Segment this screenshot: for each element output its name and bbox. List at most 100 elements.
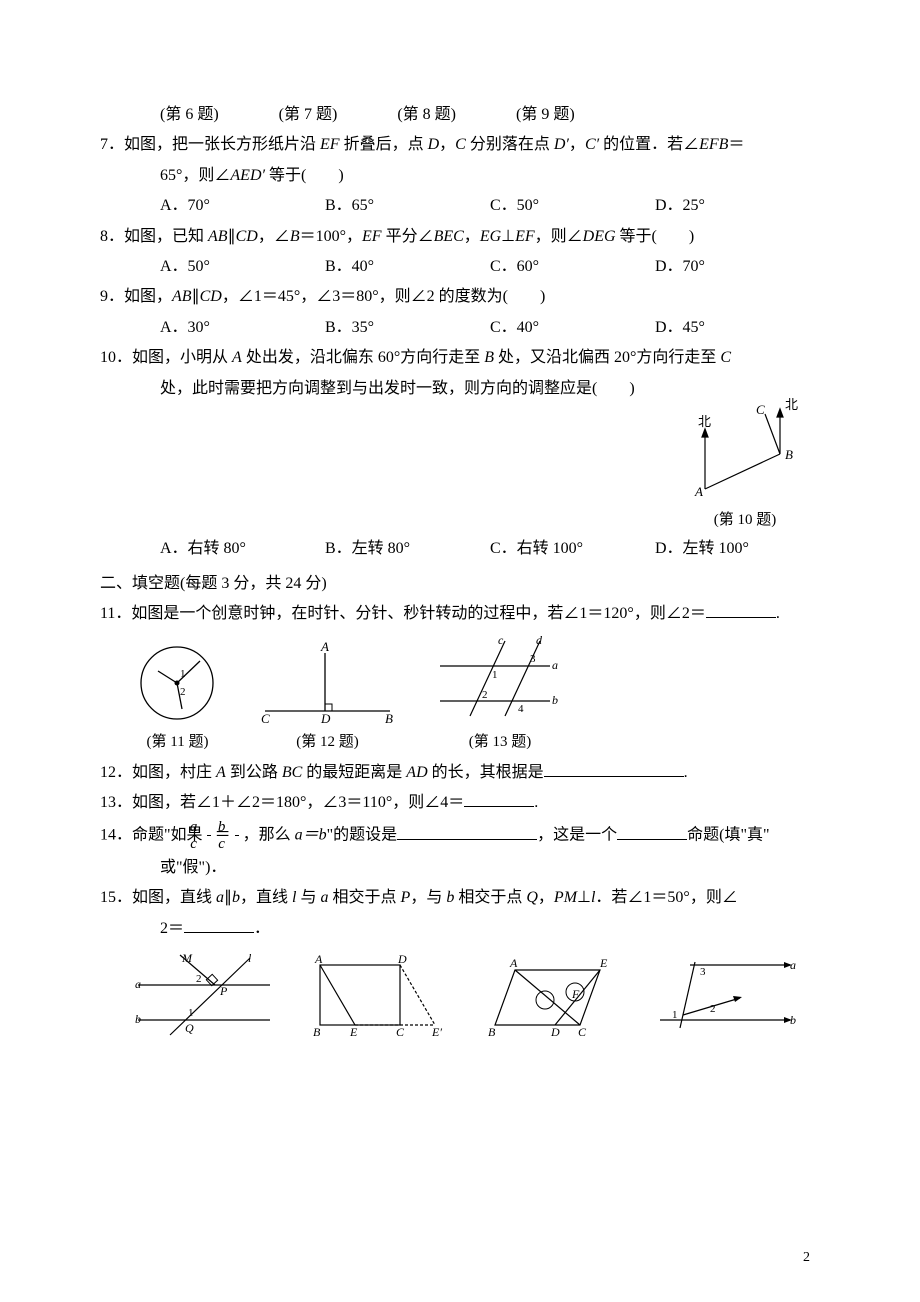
fig13-caption: (第 13 题)	[430, 728, 570, 757]
q9-number: 9．	[100, 288, 124, 305]
q10-choice-d: D．左转 100°	[655, 534, 820, 564]
q12-blank	[544, 760, 684, 777]
figure-15-3: A E F B D C	[470, 950, 630, 1040]
svg-text:E′: E′	[431, 1025, 442, 1039]
fig10-B: B	[785, 447, 793, 462]
question-13: 13．如图，若∠1＋∠2＝180°，∠3＝110°，则∠4＝.	[100, 788, 820, 818]
q14-frac2: bc	[235, 819, 239, 853]
q8-choice-a: A．50°	[160, 252, 325, 282]
section-2-heading: 二、填空题(每题 3 分，共 24 分)	[100, 569, 820, 599]
q14-frac1: ac	[207, 819, 211, 853]
q14-line2: 或"假")．	[100, 853, 820, 883]
fig10-A: A	[694, 484, 703, 499]
svg-text:A: A	[509, 956, 518, 970]
svg-text:a: a	[135, 977, 141, 991]
question-10: 10．如图，小明从 A 处出发，沿北偏东 60°方向行走至 B 处，又沿北偏西 …	[100, 343, 820, 373]
q13-number: 13．	[100, 794, 132, 811]
q8-choices: A．50° B．40° C．60° D．70°	[100, 252, 820, 282]
svg-text:B: B	[385, 711, 393, 726]
figure-15-4: a b 3 1 2	[650, 950, 800, 1040]
q14-blank2	[617, 823, 687, 840]
q8-choice-b: B．40°	[325, 252, 490, 282]
caption-6: (第 6 题)	[160, 100, 219, 130]
q15-line2: 2＝．	[100, 914, 820, 944]
q7-choices: A．70° B．65° C．50° D．25°	[100, 191, 820, 221]
figure-12: A C D B (第 12 题)	[255, 641, 400, 757]
svg-text:C: C	[396, 1025, 405, 1039]
fig10-C: C	[756, 402, 765, 417]
figure-captions-6-9: (第 6 题) (第 7 题) (第 8 题) (第 9 题)	[100, 100, 820, 130]
q15-blank	[184, 916, 254, 933]
figure-15-2: A D B E C E′	[300, 950, 450, 1040]
q7-number: 7．	[100, 136, 124, 153]
question-8: 8．如图，已知 AB∥CD，∠B＝100°，EF 平分∠BEC，EG⊥EF，则∠…	[100, 222, 820, 252]
figures-11-13: 1 2 (第 11 题) A C D B (第 12 题)	[100, 636, 820, 757]
q12-number: 12．	[100, 764, 132, 781]
figure-11: 1 2 (第 11 题)	[130, 641, 225, 757]
q7-choice-d: D．25°	[655, 191, 820, 221]
svg-text:1: 1	[492, 669, 498, 681]
q14-blank1	[397, 823, 537, 840]
q9-choice-c: C．40°	[490, 313, 655, 343]
svg-text:2: 2	[482, 689, 488, 701]
q13-blank	[464, 790, 534, 807]
fig12-caption: (第 12 题)	[255, 728, 400, 757]
svg-text:E: E	[599, 956, 608, 970]
q10-number: 10．	[100, 349, 132, 366]
q11-blank	[706, 601, 776, 618]
svg-text:2: 2	[196, 973, 202, 985]
fig10-north2: 北	[785, 397, 798, 412]
svg-text:Q: Q	[185, 1021, 194, 1035]
question-14: 14．命题"如果 ac ＝ bc ，那么 a＝b"的题设是，这是一个命题(填"真…	[100, 819, 820, 853]
svg-text:D: D	[320, 711, 331, 726]
figures-15-row: a b M l P Q 1 2 A D B E C E′	[100, 950, 820, 1040]
figure-10: 北 北 A B C (第 10 题)	[670, 394, 820, 535]
q7-ef: EF	[320, 136, 340, 153]
q15-number: 15．	[100, 889, 132, 906]
q7-choice-c: C．50°	[490, 191, 655, 221]
page-number: 2	[803, 1245, 810, 1272]
svg-text:d: d	[536, 636, 543, 647]
svg-text:C: C	[578, 1025, 587, 1039]
question-9: 9．如图，AB∥CD，∠1＝45°，∠3＝80°，则∠2 的度数为( )	[100, 282, 820, 312]
svg-text:b: b	[790, 1013, 796, 1027]
q9-choice-a: A．30°	[160, 313, 325, 343]
svg-text:D: D	[550, 1025, 560, 1039]
caption-9: (第 9 题)	[516, 100, 575, 130]
fig11-caption: (第 11 题)	[130, 728, 225, 757]
q10-choice-c: C．右转 100°	[490, 534, 655, 564]
svg-text:b: b	[552, 693, 558, 707]
caption-8: (第 8 题)	[397, 100, 456, 130]
svg-text:A: A	[314, 952, 323, 966]
q9-choice-b: B．35°	[325, 313, 490, 343]
q10-choice-a: A．右转 80°	[160, 534, 325, 564]
q8-number: 8．	[100, 228, 124, 245]
svg-text:P: P	[219, 984, 228, 998]
q14-number: 14．	[100, 827, 132, 844]
svg-text:b: b	[135, 1012, 141, 1026]
fig10-caption: (第 10 题)	[670, 506, 820, 535]
svg-text:1: 1	[180, 668, 186, 680]
svg-text:1: 1	[188, 1007, 194, 1019]
question-12: 12．如图，村庄 A 到公路 BC 的最短距离是 AD 的长，其根据是.	[100, 758, 820, 788]
svg-text:3: 3	[700, 966, 706, 978]
svg-text:B: B	[488, 1025, 496, 1039]
figure-10-svg: 北 北 A B C	[670, 394, 820, 504]
q7-line2: 65°，则∠AED′ 等于( )	[100, 161, 820, 191]
q8-choice-d: D．70°	[655, 252, 820, 282]
svg-text:3: 3	[530, 653, 536, 665]
svg-text:a: a	[790, 958, 796, 972]
svg-text:B: B	[313, 1025, 321, 1039]
q9-choice-d: D．45°	[655, 313, 820, 343]
figure-15-1: a b M l P Q 1 2	[130, 950, 280, 1040]
q10-choice-b: B．左转 80°	[325, 534, 490, 564]
svg-text:l: l	[248, 951, 252, 965]
q7-choice-a: A．70°	[160, 191, 325, 221]
svg-text:M: M	[181, 951, 193, 965]
svg-text:2: 2	[180, 686, 186, 698]
svg-text:c: c	[498, 636, 504, 647]
svg-text:1: 1	[672, 1009, 678, 1021]
svg-text:C: C	[261, 711, 270, 726]
q9-choices: A．30° B．35° C．40° D．45°	[100, 313, 820, 343]
svg-text:2: 2	[710, 1003, 716, 1015]
